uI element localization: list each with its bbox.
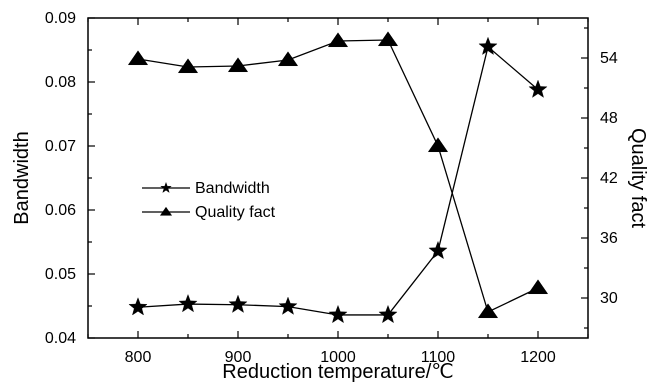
y2-tick-label: 42: [600, 170, 618, 187]
bandwidth-star-marker: [128, 297, 148, 316]
y-tick-label: 0.04: [45, 330, 76, 347]
bandwidth-star-marker: [328, 304, 348, 324]
legend-quality-fact-label: Quality fact: [195, 204, 276, 221]
legend-bandwidth-star-marker: [160, 181, 172, 193]
quality-fact-triangle-marker: [527, 279, 549, 295]
y-tick-label: 0.08: [45, 74, 76, 91]
bandwidth-star-marker: [378, 304, 398, 324]
quality-fact-triangle-marker: [177, 58, 199, 74]
y2-axis-title: Quality fact: [627, 128, 649, 228]
y-tick-label: 0.09: [45, 10, 76, 27]
quality-fact-triangle-marker: [477, 303, 499, 319]
plot-frame: [87, 17, 589, 339]
quality-fact-triangle-marker: [327, 32, 349, 48]
y-axis-title: Bandwidth: [11, 131, 33, 224]
quality-fact-triangle-marker: [277, 51, 299, 67]
y2-tick-label: 36: [600, 230, 618, 247]
y-tick-label: 0.07: [45, 138, 76, 155]
quality-fact-triangle-marker: [227, 57, 249, 73]
x-tick-label: 800: [125, 349, 152, 366]
x-tick-label: 1200: [520, 349, 556, 366]
x-tick-label: 900: [225, 349, 252, 366]
bandwidth-star-marker: [478, 36, 498, 55]
y-tick-label: 0.05: [45, 266, 76, 283]
y2-tick-label: 30: [600, 290, 618, 307]
x-tick-label: 1000: [320, 349, 356, 366]
bandwidth-star-marker: [228, 294, 248, 313]
bandwidth-star-marker: [428, 240, 448, 260]
x-axis-title: Reduction temperature/℃: [222, 361, 453, 383]
y2-tick-label: 54: [600, 50, 618, 67]
x-tick-label: 1100: [421, 349, 456, 366]
y2-tick-label: 48: [600, 110, 618, 127]
legend-bandwidth-label: Bandwidth: [195, 180, 270, 197]
quality-fact-triangle-marker: [127, 50, 149, 66]
bandwidth-star-marker: [178, 294, 198, 313]
bandwidth-star-marker: [528, 79, 548, 98]
quality-fact-triangle-marker: [427, 137, 449, 153]
y-tick-label: 0.06: [45, 202, 76, 219]
legend-quality-fact-triangle-marker: [159, 206, 173, 216]
quality-fact-triangle-marker: [377, 31, 399, 47]
bandwidth-star-marker: [278, 296, 298, 315]
